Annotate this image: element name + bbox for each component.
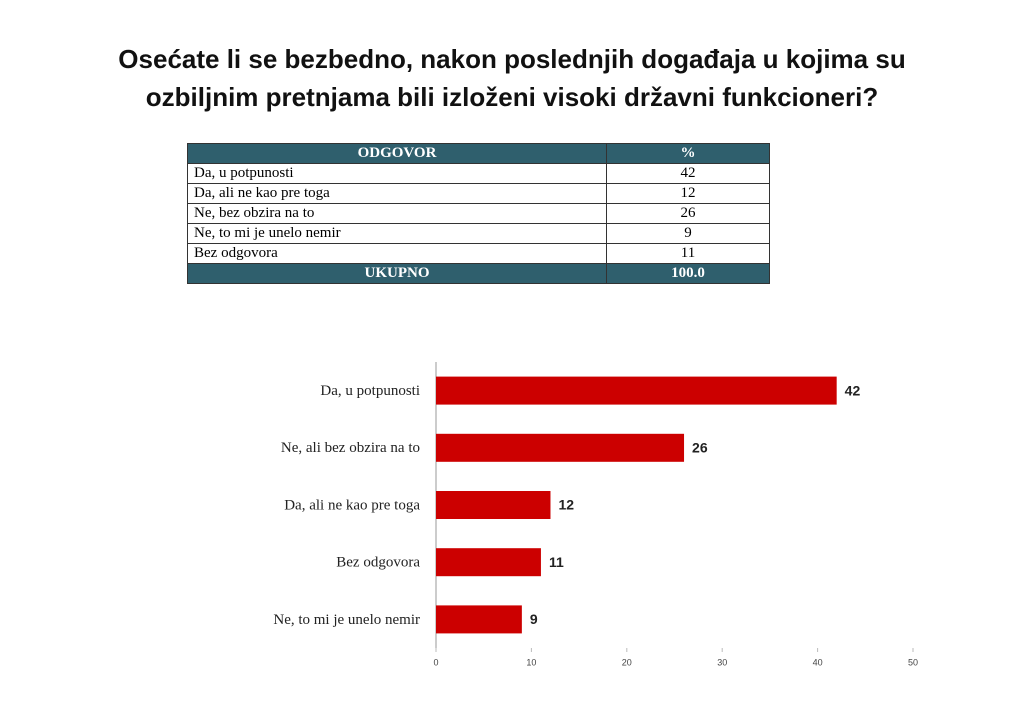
value-label: 42 bbox=[845, 382, 861, 398]
header-cell: % bbox=[606, 143, 770, 164]
y-tick-label: Bez odgovora bbox=[336, 555, 420, 571]
bar bbox=[436, 433, 685, 462]
title-line: Osećate li se bezbedno, nakon poslednjih… bbox=[118, 44, 906, 74]
x-tick-label: 50 bbox=[908, 657, 918, 667]
y-tick-label: Da, u potpunosti bbox=[320, 383, 420, 399]
bar bbox=[436, 548, 541, 577]
footer-cell: UKUPNO bbox=[187, 263, 607, 284]
bar bbox=[436, 491, 551, 519]
value-label: 12 bbox=[558, 497, 574, 513]
x-tick-label: 20 bbox=[622, 657, 632, 667]
x-tick-label: 10 bbox=[526, 657, 536, 667]
y-tick-label: Ne, ali bez obzira na to bbox=[281, 440, 420, 456]
y-tick-label: Da, ali ne kao pre toga bbox=[284, 497, 420, 513]
results-table: ODGOVOR% Da, u potpunosti 42 Da, ali ne k… bbox=[187, 143, 770, 284]
value-label: 26 bbox=[692, 440, 708, 456]
bar bbox=[436, 605, 522, 634]
bar bbox=[436, 376, 837, 405]
y-tick-label: Ne, to mi je unelo nemir bbox=[273, 612, 420, 628]
footer-cell: 100.0 bbox=[606, 263, 770, 284]
x-tick-label: 0 bbox=[433, 657, 438, 667]
x-tick-label: 30 bbox=[717, 657, 727, 667]
value-label: 11 bbox=[549, 554, 564, 570]
cell: Da, u potpunosti bbox=[187, 163, 607, 184]
value-label: 9 bbox=[530, 611, 538, 627]
x-tick-label: 40 bbox=[813, 657, 823, 667]
title-line: ozbiljnim pretnjama bili izloženi visoki… bbox=[145, 82, 879, 112]
